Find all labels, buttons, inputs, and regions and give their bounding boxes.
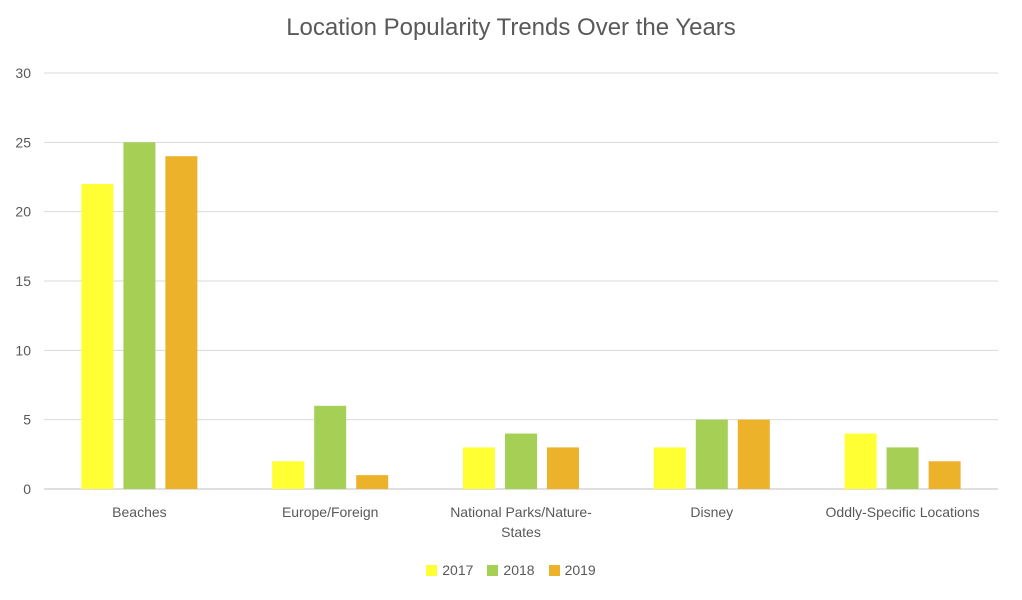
y-tick-label: 20 [15,204,31,220]
y-tick-label: 15 [15,273,31,289]
x-tick-label: Oddly-Specific Locations [826,504,980,520]
x-tick-label: Europe/Foreign [282,504,379,520]
bar-2019-4 [928,461,961,489]
legend-item-2017: 2017 [426,562,473,578]
chart-title: Location Popularity Trends Over the Year… [286,14,736,41]
legend-label: 2017 [442,562,474,578]
bar-2018-1 [314,405,347,489]
bar-2018-0 [123,142,156,490]
legend: 2017 2018 2019 [0,562,1022,578]
bar-2017-0 [81,183,114,489]
x-tick-label: Disney [690,504,733,520]
legend-swatch [548,564,560,576]
bar-2018-3 [695,419,728,489]
bar-2017-3 [653,447,686,489]
y-tick-label: 5 [23,412,31,428]
x-tick-label: National Parks/Nature- [450,504,592,520]
y-tick-label: 25 [15,134,31,150]
bar-2019-2 [547,447,579,489]
bar-2019-3 [737,419,770,489]
legend-label: 2019 [564,562,596,578]
bar-2018-2 [505,433,537,489]
bar-2019-1 [356,475,389,489]
bar-2018-4 [886,447,919,489]
bar-2017-4 [844,433,877,489]
legend-label: 2018 [503,562,535,578]
legend-swatch [487,564,499,576]
y-tick-label: 30 [15,65,31,81]
bar-2017-1 [272,461,305,489]
bar-2017-2 [463,447,495,489]
bar-2019-0 [165,156,198,489]
y-tick-label: 10 [15,342,31,358]
x-tick-label: Beaches [112,504,166,520]
legend-item-2019: 2019 [548,562,596,578]
legend-swatch [426,564,438,576]
y-tick-label: 0 [23,481,31,497]
x-tick-label: States [501,524,541,540]
legend-item-2018: 2018 [487,562,535,578]
